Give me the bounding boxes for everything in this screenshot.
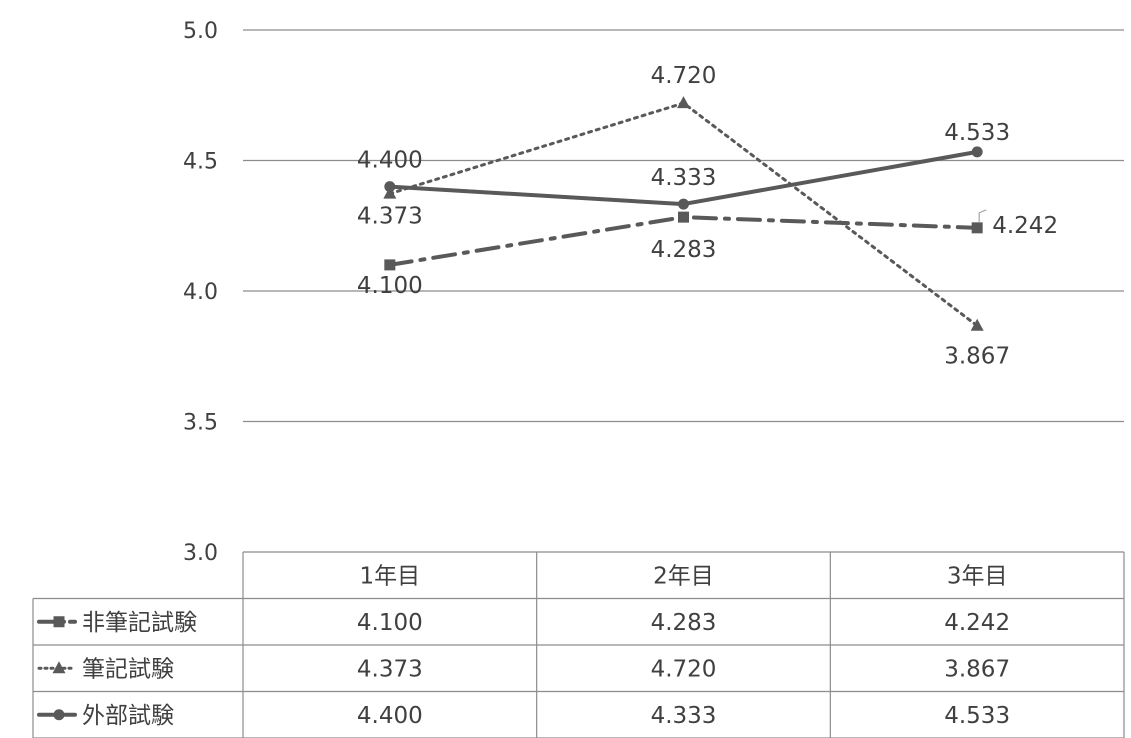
data-point [970, 318, 984, 331]
table-cell: 4.100 [357, 610, 423, 636]
data-label: 4.400 [357, 148, 423, 174]
legend-marker [53, 709, 65, 721]
legend-key-1 [37, 661, 77, 674]
data-point [384, 181, 396, 193]
data-point [677, 96, 690, 109]
table-cell: 4.400 [357, 703, 423, 729]
data-point [971, 222, 983, 234]
data-point [678, 211, 689, 223]
table-cell: 4.373 [357, 656, 423, 682]
category-label: 2年目 [653, 563, 714, 589]
series-name: 外部試験 [82, 703, 174, 729]
leader-line [978, 209, 987, 222]
data-point [678, 198, 689, 210]
data-label: 4.242 [992, 213, 1058, 239]
legend-key-2 [37, 709, 77, 721]
series-0 [384, 211, 983, 271]
data-point [383, 186, 397, 199]
data-label: 3.867 [944, 344, 1010, 370]
gridlines [243, 29, 1124, 423]
table-cell: 4.333 [651, 703, 717, 729]
y-tick-label: 5.0 [183, 19, 218, 44]
series-name: 筆記試験 [82, 656, 174, 682]
data-label: 4.720 [651, 63, 717, 89]
series-2 [384, 146, 983, 210]
series-name: 非筆記試験 [82, 610, 197, 636]
table-cell: 4.283 [651, 610, 717, 636]
data-labels: 4.100 4.283 4.242 4.373 4.720 3.867 4.400 4.333… [357, 63, 1058, 370]
series-1 [383, 96, 984, 331]
y-tick-label: 3.5 [183, 411, 218, 436]
table-cell: 3.867 [944, 656, 1010, 682]
data-point [384, 259, 396, 271]
legend-marker [53, 616, 65, 628]
category-label: 3年目 [947, 563, 1008, 589]
series-lines [383, 96, 984, 331]
data-label: 4.100 [357, 273, 423, 299]
category-label: 1年目 [360, 563, 421, 589]
table-cell: 4.720 [651, 656, 717, 682]
data-label: 4.333 [651, 165, 717, 191]
legend-key-0 [37, 616, 77, 628]
y-axis-ticks: 3.0 3.5 4.0 4.5 5.0 [183, 19, 218, 566]
y-tick-label: 4.0 [183, 280, 218, 305]
data-point [971, 146, 983, 158]
table-cell: 4.533 [944, 703, 1010, 729]
y-tick-label: 4.5 [183, 150, 218, 175]
data-label: 4.373 [357, 204, 423, 230]
table-cell: 4.242 [944, 610, 1010, 636]
legend-marker [52, 661, 66, 674]
y-tick-label: 3.0 [183, 541, 218, 566]
data-label: 4.533 [944, 120, 1010, 146]
data-label: 4.283 [651, 237, 717, 263]
